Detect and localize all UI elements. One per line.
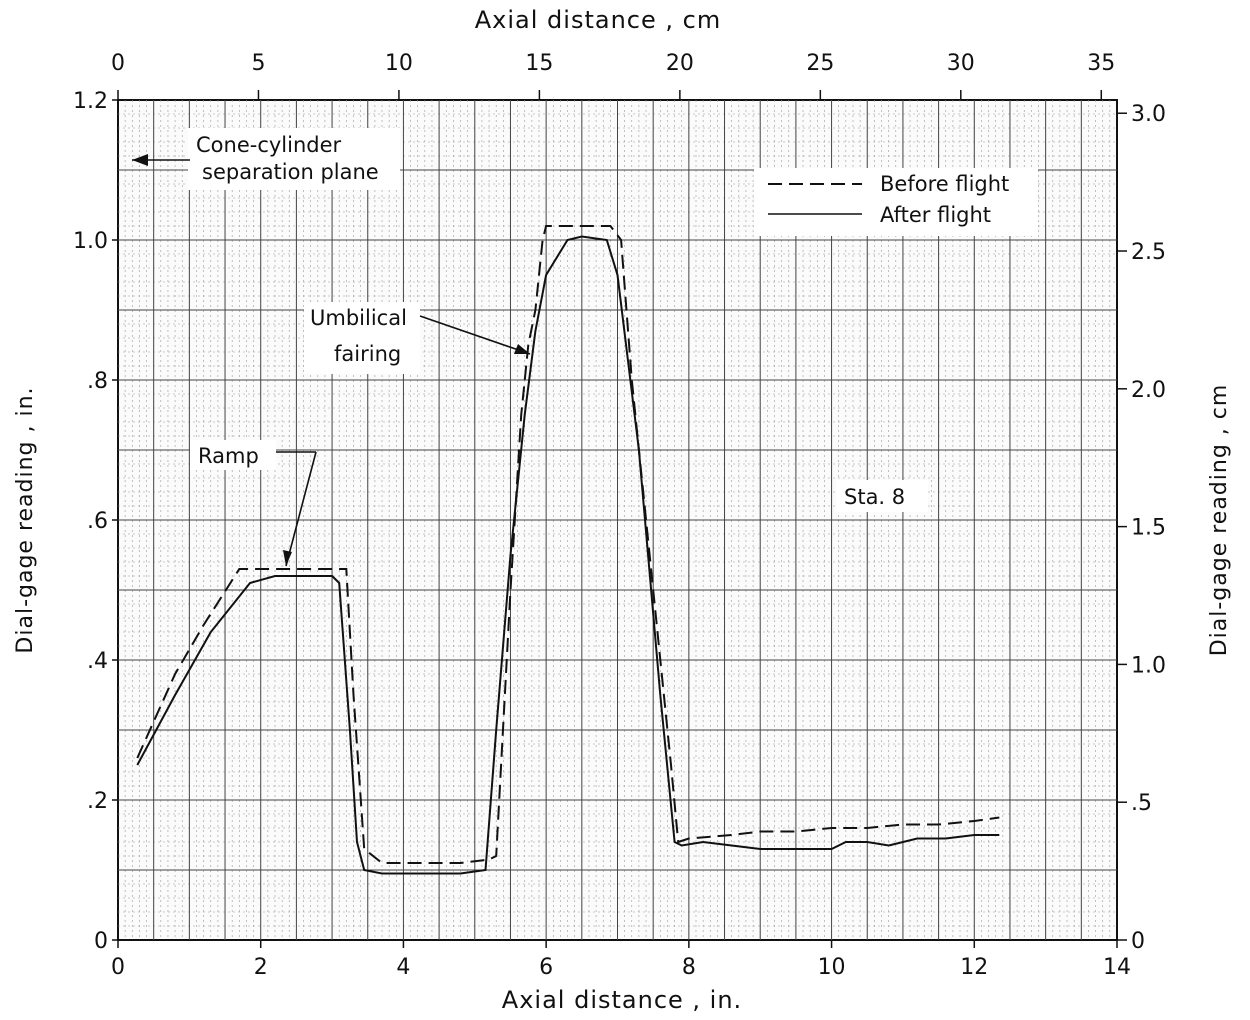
annotation-separation-plane: Cone-cylinder separation plane	[132, 128, 400, 190]
y-tick-label: .6	[87, 509, 108, 534]
y2-tick-label: .5	[1131, 791, 1152, 816]
axis-ticks: 0 2 4 6 8 10 12 140.2.4.6.81.01.20 5 10 15 20 25 30 35…	[73, 51, 1166, 980]
legend-label-after-flight: After flight	[880, 203, 991, 227]
svg-text:fairing: fairing	[334, 342, 401, 366]
y-tick-label: .8	[87, 369, 108, 394]
major-grid	[118, 100, 1117, 940]
y2-tick-label: 2.0	[1131, 378, 1166, 403]
annotation-umbilical-fairing: Umbilical fairing	[304, 302, 531, 374]
y-tick-label: 0	[94, 929, 108, 954]
x2-tick-label: 5	[251, 51, 265, 76]
series-line-after-flight	[136, 235, 1000, 875]
svg-text:Cone-cylinder: Cone-cylinder	[196, 133, 342, 157]
x2-tick-label: 15	[525, 51, 553, 76]
y2-tick-label: 0	[1131, 929, 1145, 954]
x-tick-label: 4	[396, 955, 410, 980]
x-tick-label: 14	[1103, 955, 1131, 980]
y2-tick-label: 3.0	[1131, 102, 1166, 127]
y-tick-label: 1.0	[73, 229, 108, 254]
legend: Before flight After flight	[754, 168, 1038, 236]
x-tick-label: 2	[254, 955, 268, 980]
x-tick-label: 8	[682, 955, 696, 980]
x2-tick-label: 25	[806, 51, 834, 76]
svg-text:separation plane: separation plane	[202, 160, 379, 184]
annotation-ramp: Ramp	[190, 440, 317, 567]
x2-tick-label: 35	[1087, 51, 1115, 76]
legend-label-before-flight: Before flight	[880, 172, 1009, 196]
annotation-station: Sta. 8	[836, 480, 928, 512]
svg-text:Umbilical: Umbilical	[310, 306, 407, 330]
x2-tick-label: 10	[385, 51, 413, 76]
y-axis-title-right: Dial-gage reading , cm	[1207, 384, 1232, 657]
y-axis-title-left: Dial-gage reading , in.	[13, 386, 38, 653]
x-tick-label: 0	[111, 955, 125, 980]
x-axis-title-top: Axial distance , cm	[475, 6, 721, 34]
y2-tick-label: 1.5	[1131, 516, 1166, 541]
series-line-before-flight	[136, 225, 1000, 864]
y-tick-label: 1.2	[73, 89, 108, 114]
x2-tick-label: 20	[666, 51, 694, 76]
svg-text:Sta. 8: Sta. 8	[844, 485, 905, 509]
x2-tick-label: 30	[947, 51, 975, 76]
x-tick-label: 6	[539, 955, 553, 980]
x-tick-label: 12	[960, 955, 988, 980]
y-tick-label: .2	[87, 789, 108, 814]
x-axis-title-bottom: Axial distance , in.	[502, 986, 742, 1014]
x-tick-label: 10	[818, 955, 846, 980]
y2-tick-label: 1.0	[1131, 653, 1166, 678]
svg-text:Ramp: Ramp	[198, 444, 259, 468]
y2-tick-label: 2.5	[1131, 240, 1166, 265]
y-tick-label: .4	[87, 649, 108, 674]
x2-tick-label: 0	[111, 51, 125, 76]
